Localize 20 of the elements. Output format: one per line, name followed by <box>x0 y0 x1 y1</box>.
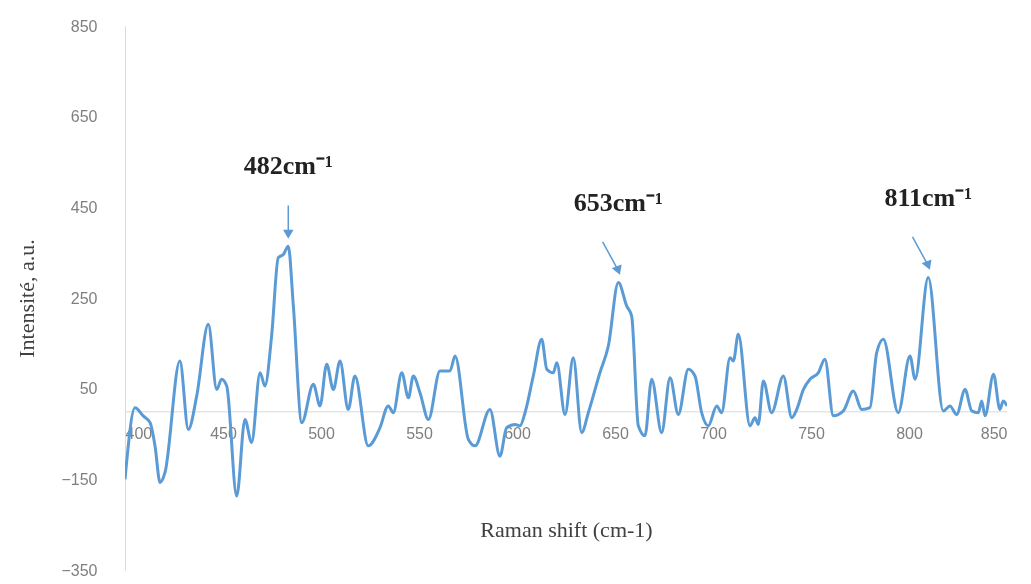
line-series <box>125 244 1007 498</box>
y-tick-label: 850 <box>70 17 98 35</box>
x-tick-label: 800 <box>896 424 923 442</box>
x-axis-title: Raman shift (cm-1) <box>480 516 653 542</box>
y-tick-label: −350 <box>61 561 98 579</box>
x-tick-label: 550 <box>406 424 433 442</box>
y-tick-label: 250 <box>70 289 98 307</box>
x-tick-label: 850 <box>980 424 1008 442</box>
annotation: 482cm⁻¹ <box>243 151 333 181</box>
annotation: 653cm⁻¹ <box>573 187 663 217</box>
y-axis-title: Intensité, a.u. <box>14 239 40 358</box>
annotation: 811cm⁻¹ <box>884 182 972 212</box>
x-tick-label: 700 <box>700 424 727 442</box>
x-tick-label: 750 <box>798 424 825 442</box>
x-tick-label: 650 <box>602 424 629 442</box>
y-tick-label: 450 <box>70 198 98 216</box>
x-tick-label: 500 <box>308 424 335 442</box>
y-tick-label: 650 <box>70 108 98 126</box>
y-tick-label: 50 <box>79 380 98 398</box>
y-tick-label: −150 <box>61 470 98 488</box>
